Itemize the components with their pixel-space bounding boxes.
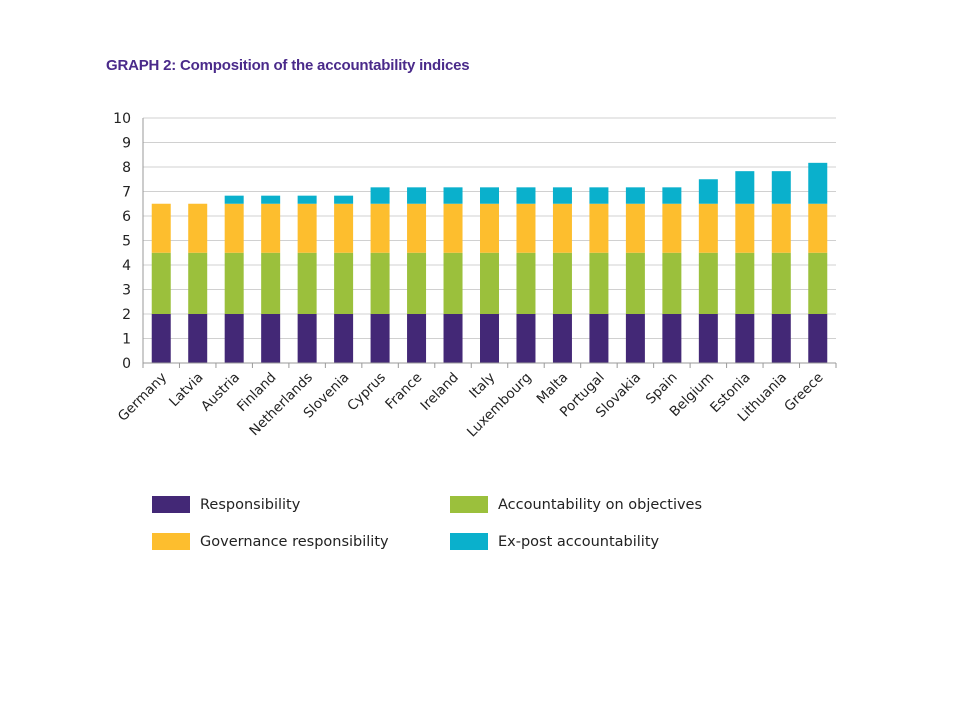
bar-slovenia-accountability-on-objectives xyxy=(334,252,354,314)
bar-luxembourg-governance-responsibility xyxy=(516,203,536,253)
bar-luxembourg-responsibility xyxy=(516,314,536,363)
x-tick-label-italy: Italy xyxy=(466,370,498,402)
x-tick-label-greece: Greece xyxy=(781,370,826,415)
bar-estonia-responsibility xyxy=(735,314,755,363)
x-tick-label-cyprus: Cyprus xyxy=(344,370,389,415)
bar-germany-governance-responsibility xyxy=(151,203,171,253)
bar-ireland-accountability-on-objectives xyxy=(443,252,463,314)
bar-malta-ex-post-accountability xyxy=(552,187,572,204)
y-tick-label-7: 7 xyxy=(122,185,131,201)
bar-slovakia-governance-responsibility xyxy=(625,203,645,253)
bar-estonia-accountability-on-objectives xyxy=(735,252,755,314)
bar-belgium-responsibility xyxy=(698,314,718,363)
bar-lithuania-ex-post-accountability xyxy=(771,171,791,204)
bar-ireland-responsibility xyxy=(443,314,463,363)
bar-portugal-responsibility xyxy=(589,314,609,363)
bar-italy-responsibility xyxy=(480,314,499,363)
bar-netherlands-accountability-on-objectives xyxy=(297,252,317,314)
bar-greece-accountability-on-objectives xyxy=(808,252,828,314)
x-tick-label-france: France xyxy=(382,370,425,413)
bar-slovenia-ex-post-accountability xyxy=(334,195,354,204)
bar-italy-ex-post-accountability xyxy=(480,187,499,204)
bar-germany-responsibility xyxy=(151,314,171,363)
bar-malta-accountability-on-objectives xyxy=(552,252,572,314)
y-tick-label-4: 4 xyxy=(122,258,131,274)
bar-belgium-accountability-on-objectives xyxy=(698,252,718,314)
y-tick-label-2: 2 xyxy=(122,307,131,323)
bar-netherlands-governance-responsibility xyxy=(297,203,317,253)
bar-italy-governance-responsibility xyxy=(480,203,499,253)
bar-finland-responsibility xyxy=(261,314,281,363)
bar-belgium-governance-responsibility xyxy=(698,203,718,253)
bar-greece-governance-responsibility xyxy=(808,203,828,253)
x-tick-label-ireland: Ireland xyxy=(418,370,462,414)
bar-estonia-ex-post-accountability xyxy=(735,171,755,204)
bar-ireland-ex-post-accountability xyxy=(443,187,463,204)
bar-austria-accountability-on-objectives xyxy=(224,252,244,314)
x-tick-label-austria: Austria xyxy=(198,370,243,415)
y-tick-label-1: 1 xyxy=(122,332,131,348)
chart-title: GRAPH 2: Composition of the accountabili… xyxy=(106,57,470,74)
bar-italy-accountability-on-objectives xyxy=(480,252,499,314)
bar-slovakia-responsibility xyxy=(625,314,645,363)
bar-austria-governance-responsibility xyxy=(224,203,244,253)
y-tick-label-6: 6 xyxy=(122,209,131,225)
bar-slovakia-accountability-on-objectives xyxy=(625,252,645,314)
bar-lithuania-governance-responsibility xyxy=(771,203,791,253)
bar-france-ex-post-accountability xyxy=(407,187,427,204)
bar-cyprus-governance-responsibility xyxy=(370,203,390,253)
bar-belgium-ex-post-accountability xyxy=(698,179,718,204)
bar-austria-responsibility xyxy=(224,314,244,363)
bar-germany-accountability-on-objectives xyxy=(151,252,171,314)
y-tick-label-3: 3 xyxy=(122,283,131,299)
bar-spain-ex-post-accountability xyxy=(662,187,682,204)
bar-france-governance-responsibility xyxy=(407,203,427,253)
bar-finland-ex-post-accountability xyxy=(261,195,281,204)
y-tick-label-5: 5 xyxy=(122,234,131,250)
bar-spain-accountability-on-objectives xyxy=(662,252,682,314)
bar-portugal-ex-post-accountability xyxy=(589,187,609,204)
bar-portugal-accountability-on-objectives xyxy=(589,252,609,314)
bar-france-accountability-on-objectives xyxy=(407,252,427,314)
bar-greece-ex-post-accountability xyxy=(808,162,828,204)
y-tick-label-8: 8 xyxy=(122,160,131,176)
bar-malta-responsibility xyxy=(552,314,572,363)
bar-slovakia-ex-post-accountability xyxy=(625,187,645,204)
bar-france-responsibility xyxy=(407,314,427,363)
bar-cyprus-responsibility xyxy=(370,314,390,363)
y-tick-label-0: 0 xyxy=(122,356,131,372)
bar-latvia-governance-responsibility xyxy=(188,203,208,253)
x-tick-label-germany: Germany xyxy=(115,370,170,425)
bar-greece-responsibility xyxy=(808,314,828,363)
bar-finland-governance-responsibility xyxy=(261,203,281,253)
bar-austria-ex-post-accountability xyxy=(224,195,244,204)
bar-netherlands-responsibility xyxy=(297,314,317,363)
bar-slovenia-governance-responsibility xyxy=(334,203,354,253)
y-tick-label-10: 10 xyxy=(113,111,131,127)
bar-spain-responsibility xyxy=(662,314,682,363)
bar-lithuania-accountability-on-objectives xyxy=(771,252,791,314)
bar-netherlands-ex-post-accountability xyxy=(297,195,317,204)
bar-latvia-accountability-on-objectives xyxy=(188,252,208,314)
y-tick-label-9: 9 xyxy=(122,136,131,152)
bar-cyprus-accountability-on-objectives xyxy=(370,252,390,314)
bar-malta-governance-responsibility xyxy=(552,203,572,253)
bar-ireland-governance-responsibility xyxy=(443,203,463,253)
bar-luxembourg-ex-post-accountability xyxy=(516,187,536,204)
bar-spain-governance-responsibility xyxy=(662,203,682,253)
bar-latvia-responsibility xyxy=(188,314,208,363)
bar-portugal-governance-responsibility xyxy=(589,203,609,253)
bar-finland-accountability-on-objectives xyxy=(261,252,281,314)
bar-estonia-governance-responsibility xyxy=(735,203,755,253)
bar-cyprus-ex-post-accountability xyxy=(370,187,390,204)
bar-luxembourg-accountability-on-objectives xyxy=(516,252,536,314)
bar-lithuania-responsibility xyxy=(771,314,791,363)
x-tick-label-luxembourg: Luxembourg xyxy=(464,370,535,441)
bar-slovenia-responsibility xyxy=(334,314,354,363)
